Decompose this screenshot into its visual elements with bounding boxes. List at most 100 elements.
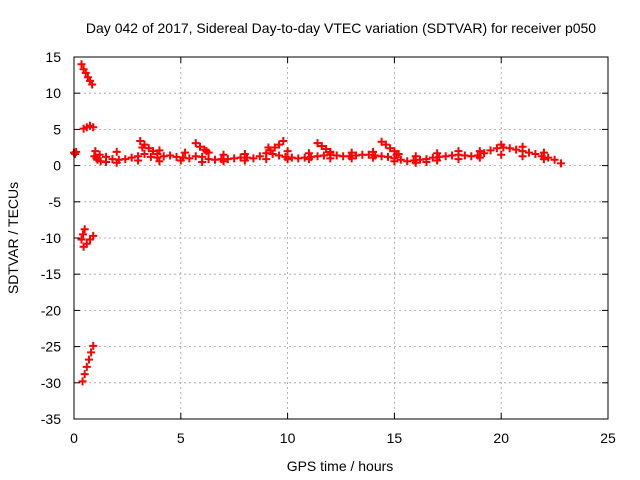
- data-point: [181, 148, 190, 157]
- data-point: [313, 139, 322, 148]
- y-tick-label: -15: [41, 266, 61, 282]
- data-point: [121, 155, 130, 164]
- data-point: [283, 155, 292, 164]
- axis-ticks: [73, 56, 609, 420]
- x-tick-label: 0: [70, 430, 78, 446]
- data-point: [134, 156, 143, 165]
- data-point: [539, 148, 548, 157]
- data-point: [390, 147, 399, 156]
- x-tick-label: 25: [600, 430, 616, 446]
- data-point: [381, 140, 390, 149]
- y-tick-label: -35: [41, 411, 61, 427]
- data-point: [78, 377, 87, 386]
- data-point: [166, 151, 175, 160]
- data-point: [422, 157, 431, 166]
- data-point: [390, 157, 399, 166]
- data-point: [149, 147, 158, 156]
- data-point: [497, 150, 506, 159]
- data-point: [140, 150, 149, 159]
- data-point: [72, 147, 81, 156]
- y-tick-label: -30: [41, 375, 61, 391]
- data-point: [383, 152, 392, 161]
- data-point: [524, 148, 533, 157]
- data-point: [518, 142, 527, 151]
- data-point: [82, 362, 91, 371]
- data-point: [112, 158, 121, 167]
- data-point: [89, 231, 98, 240]
- grid-layer: [74, 57, 608, 419]
- data-point: [518, 152, 527, 161]
- data-point: [77, 235, 86, 244]
- data-point: [454, 155, 463, 164]
- data-point: [475, 147, 484, 156]
- data-point: [486, 146, 495, 155]
- data-point: [200, 145, 209, 154]
- data-point: [512, 145, 521, 154]
- y-tick-label: -20: [41, 302, 61, 318]
- data-point: [80, 225, 89, 234]
- tick-labels: 0 5 10 15 20 25 15 10 5 0 -5 -10 -15 -20 -25 -30 -35: [41, 49, 616, 446]
- data-point: [155, 157, 164, 166]
- data-point: [82, 239, 91, 248]
- data-point: [411, 152, 420, 161]
- data-point: [480, 149, 489, 158]
- y-tick-label: 15: [45, 49, 61, 65]
- data-point: [88, 80, 97, 89]
- data-point: [433, 149, 442, 158]
- data-point: [77, 60, 86, 69]
- data-point: [275, 151, 284, 160]
- x-tick-label: 10: [280, 430, 296, 446]
- x-axis-label: GPS time / hours: [287, 458, 394, 474]
- y-tick-label: -10: [41, 230, 61, 246]
- data-point: [91, 147, 100, 156]
- data-point: [266, 146, 275, 155]
- data-point: [347, 148, 356, 157]
- data-point: [386, 144, 395, 153]
- data-point: [369, 147, 378, 156]
- y-tick-label: 10: [45, 85, 61, 101]
- data-point: [144, 144, 153, 153]
- data-point: [304, 149, 313, 158]
- data-point: [136, 136, 145, 145]
- y-tick-label: 5: [53, 121, 61, 137]
- data-point: [394, 150, 403, 159]
- data-point: [270, 143, 279, 152]
- data-point: [505, 144, 514, 153]
- data-point: [127, 153, 136, 162]
- data-point: [84, 355, 93, 364]
- data-point: [377, 137, 386, 146]
- y-tick-label: -5: [49, 194, 62, 210]
- data-point: [191, 139, 200, 148]
- data-point: [112, 147, 121, 156]
- data-point: [396, 155, 405, 164]
- y-axis-label: SDTVAR / TECUs: [5, 182, 21, 294]
- data-point: [185, 154, 194, 163]
- x-tick-label: 5: [177, 430, 185, 446]
- data-point: [262, 155, 271, 164]
- data-point: [80, 370, 89, 379]
- data-point: [96, 157, 105, 166]
- data-point: [326, 147, 335, 156]
- data-point: [497, 140, 506, 149]
- data-point: [275, 140, 284, 149]
- data-point: [89, 123, 98, 132]
- data-point: [240, 150, 249, 159]
- data-point: [92, 154, 101, 163]
- data-point: [279, 136, 288, 145]
- data-point: [249, 154, 258, 163]
- data-point: [317, 142, 326, 151]
- data-point: [198, 157, 207, 166]
- x-tick-label: 15: [387, 430, 403, 446]
- data-point: [78, 230, 87, 239]
- y-tick-label: 0: [53, 158, 61, 174]
- data-point: [219, 150, 228, 159]
- chart-title: Day 042 of 2017, Sidereal Day-to-day VTE…: [86, 20, 596, 36]
- data-point: [176, 156, 185, 165]
- y-tick-label: -25: [41, 339, 61, 355]
- data-point: [204, 148, 213, 157]
- data-point: [87, 348, 96, 357]
- data-point: [433, 156, 442, 165]
- data-point: [557, 159, 566, 168]
